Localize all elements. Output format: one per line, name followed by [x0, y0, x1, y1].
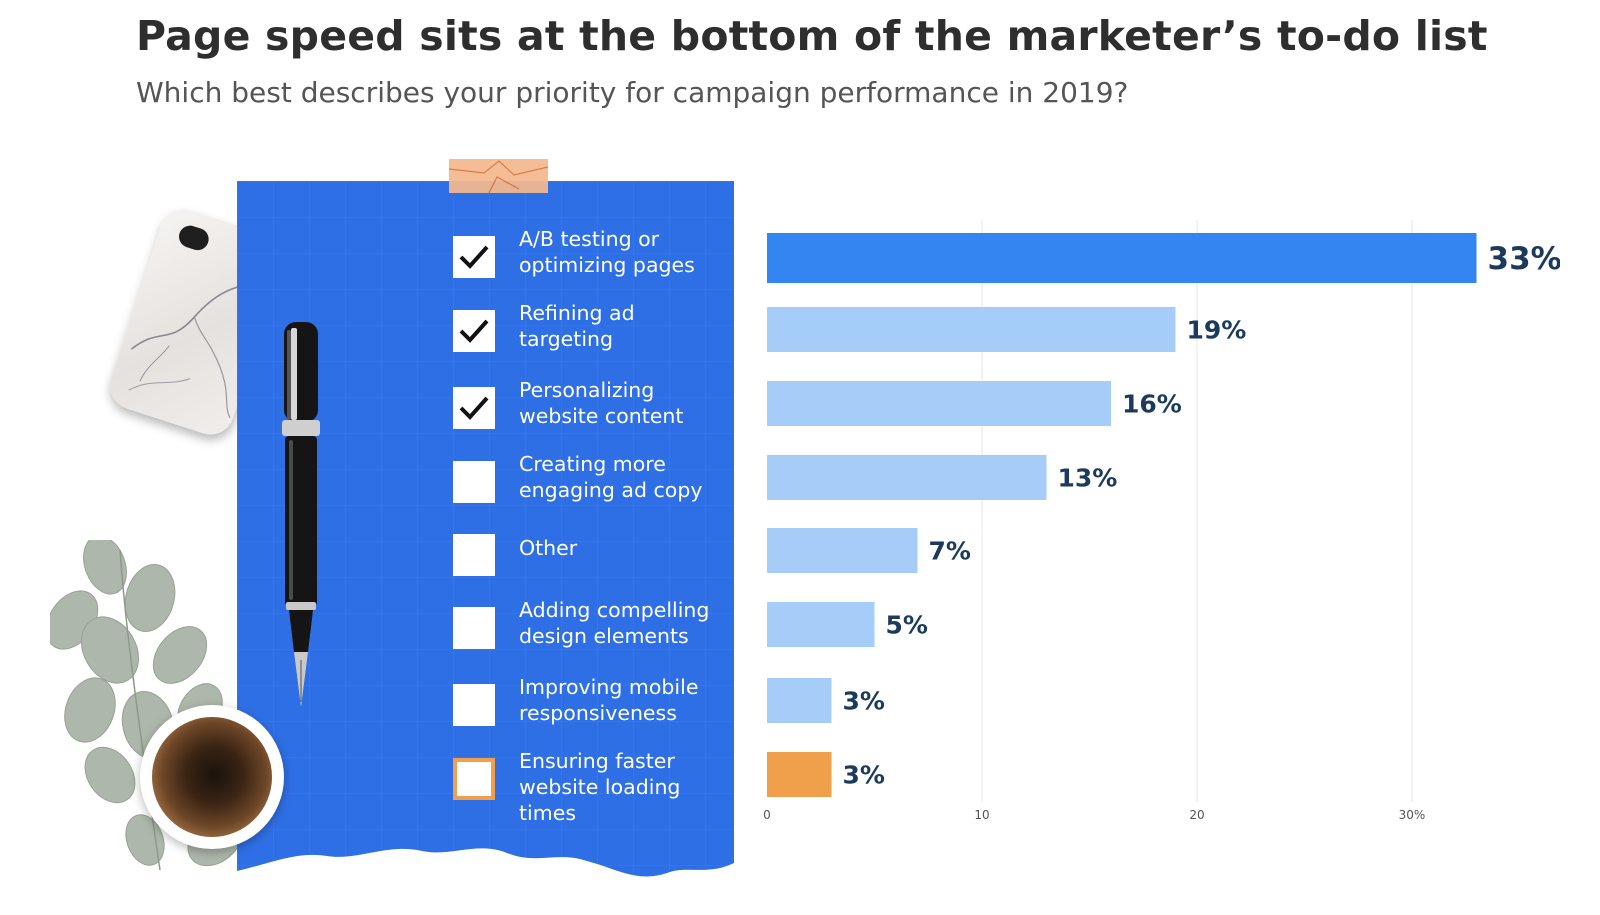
checkmark-icon — [459, 245, 489, 269]
checkbox-highlight — [453, 758, 495, 800]
bar-value-label: 7% — [929, 537, 971, 566]
checklist-label: Refining ad targeting — [519, 301, 635, 351]
tape-strip — [448, 159, 549, 194]
checklist-label: Adding compelling design elements — [519, 598, 710, 648]
bar-chart: 33% 19% 16% 13% 7% 5% 3% 3% 0 10 20 30% — [763, 220, 1561, 822]
bar-value-label: 33% — [1488, 241, 1561, 277]
chart-bars — [767, 233, 1477, 797]
checklist-paper — [237, 181, 734, 877]
checkbox — [453, 236, 495, 278]
checklist-label: Personalizing website content — [519, 378, 684, 428]
bar — [767, 528, 918, 573]
bar-value-label: 3% — [843, 761, 885, 790]
chart-value-labels: 33% 19% 16% 13% 7% 5% 3% 3% — [843, 241, 1561, 790]
checkbox — [453, 387, 495, 429]
checkbox — [453, 461, 495, 503]
bar — [767, 455, 1047, 500]
pen-illustration — [282, 322, 320, 707]
chart-subtitle: Which best describes your priority for c… — [136, 76, 1129, 109]
bar — [767, 602, 875, 647]
bar — [767, 752, 832, 797]
bar-value-label: 13% — [1058, 464, 1118, 493]
bar — [767, 678, 832, 723]
checklist-label: Creating more engaging ad copy — [519, 452, 703, 502]
bar — [767, 307, 1176, 352]
checklist-label: Ensuring faster website loading times — [519, 749, 681, 825]
checkbox — [453, 534, 495, 576]
checklist-label: A/B testing or optimizing pages — [519, 227, 695, 277]
leaves-illustration — [50, 540, 240, 871]
x-tick-label: 20 — [1189, 808, 1204, 822]
coffee-surface — [152, 717, 272, 837]
bar — [767, 233, 1477, 283]
chart-title: Page speed sits at the bottom of the mar… — [136, 12, 1488, 60]
checkbox — [453, 310, 495, 352]
bar — [767, 381, 1111, 426]
checkmark-icon — [459, 319, 489, 343]
checkmark-icon — [459, 396, 489, 420]
coffee-cup-illustration — [140, 705, 284, 849]
x-tick-label: 10 — [974, 808, 989, 822]
checklist-label: Improving mobile responsiveness — [519, 675, 699, 725]
x-tick-label: 0 — [763, 808, 771, 822]
bar-value-label: 3% — [843, 687, 885, 716]
x-tick-label: 30% — [1399, 808, 1426, 822]
bar-value-label: 16% — [1122, 390, 1182, 419]
bar-value-label: 19% — [1187, 316, 1247, 345]
checkbox — [453, 607, 495, 649]
checkbox — [453, 684, 495, 726]
bar-value-label: 5% — [886, 611, 928, 640]
checklist-label: Other — [519, 536, 578, 560]
chart-x-axis: 0 10 20 30% — [763, 808, 1425, 822]
